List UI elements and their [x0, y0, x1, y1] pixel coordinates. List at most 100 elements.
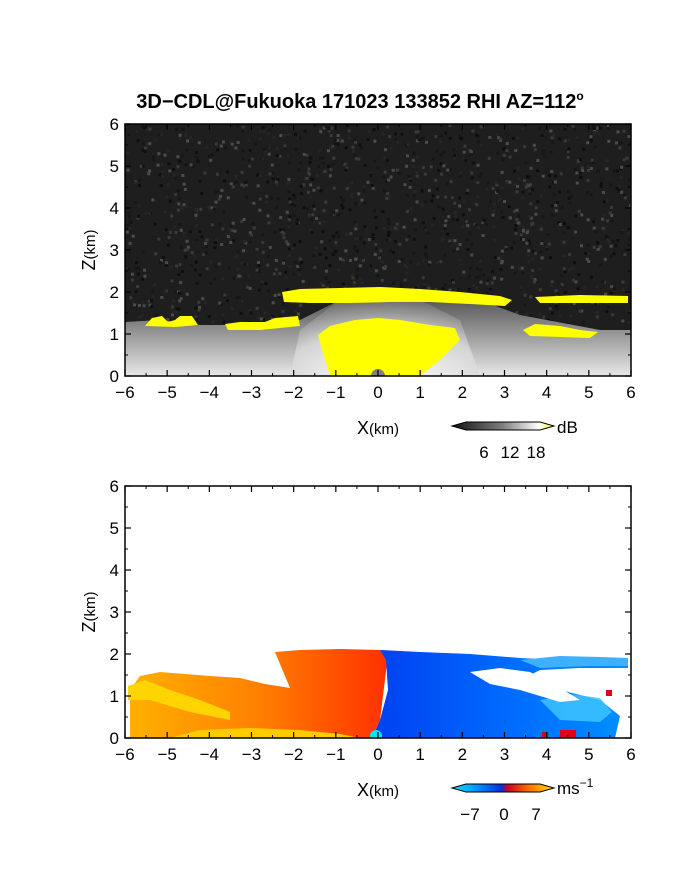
noise-speckle: [411, 286, 415, 290]
noise-speckle: [286, 181, 290, 185]
noise-speckle: [405, 194, 409, 198]
noise-speckle: [621, 280, 625, 284]
noise-speckle: [350, 193, 354, 196]
noise-speckle: [285, 287, 289, 291]
noise-speckle: [495, 132, 499, 136]
noise-speckle: [210, 206, 214, 210]
noise-speckle: [222, 210, 226, 214]
noise-speckle: [520, 196, 524, 200]
noise-speckle: [294, 309, 297, 313]
noise-speckle: [226, 299, 229, 303]
noise-speckle: [167, 162, 171, 166]
noise-speckle: [168, 169, 172, 173]
noise-speckle: [385, 238, 389, 242]
noise-speckle: [243, 240, 247, 244]
noise-speckle: [586, 243, 590, 247]
noise-speckle: [258, 174, 262, 178]
noise-speckle: [273, 230, 277, 234]
noise-speckle: [627, 321, 631, 325]
noise-speckle: [586, 165, 590, 169]
noise-speckle: [309, 228, 313, 232]
noise-speckle: [188, 230, 192, 234]
noise-speckle: [204, 251, 208, 255]
noise-speckle: [501, 216, 505, 219]
noise-speckle: [194, 213, 198, 217]
noise-speckle: [315, 217, 319, 220]
noise-speckle: [134, 181, 138, 185]
noise-speckle: [393, 226, 397, 230]
noise-speckle: [274, 267, 278, 271]
noise-speckle: [424, 228, 428, 232]
noise-speckle: [217, 262, 221, 266]
noise-speckle: [354, 227, 358, 231]
noise-speckle: [595, 285, 598, 289]
noise-speckle: [515, 208, 519, 212]
noise-speckle: [504, 246, 508, 249]
noise-speckle: [604, 235, 608, 239]
noise-speckle: [534, 206, 538, 210]
x-tick-label: 2: [458, 383, 467, 402]
noise-speckle: [239, 311, 243, 315]
noise-speckle: [617, 188, 621, 192]
noise-speckle: [209, 158, 213, 162]
noise-speckle: [491, 213, 495, 217]
noise-speckle: [171, 313, 174, 317]
noise-speckle: [282, 261, 285, 265]
noise-speckle: [137, 214, 140, 218]
noise-speckle: [421, 276, 425, 280]
noise-speckle: [235, 296, 239, 300]
noise-speckle: [397, 171, 401, 175]
noise-speckle: [562, 254, 566, 257]
noise-speckle: [458, 134, 462, 138]
noise-speckle: [323, 170, 327, 173]
noise-speckle: [411, 158, 415, 162]
noise-speckle: [184, 132, 188, 136]
noise-speckle: [244, 263, 247, 267]
noise-speckle: [468, 288, 472, 291]
noise-speckle: [134, 266, 137, 270]
elevated-layer-echo: [282, 287, 512, 306]
noise-speckle: [441, 287, 445, 291]
noise-speckle: [178, 299, 182, 303]
noise-speckle: [453, 153, 456, 157]
noise-speckle: [308, 214, 312, 218]
noise-speckle: [627, 243, 631, 247]
noise-speckle: [290, 202, 294, 206]
noise-speckle: [200, 235, 204, 239]
noise-speckle: [173, 290, 177, 294]
noise-speckle: [598, 126, 602, 130]
noise-speckle: [582, 286, 586, 290]
noise-speckle: [273, 293, 277, 297]
noise-speckle: [382, 175, 386, 179]
elevated-layer-right-echo: [535, 295, 628, 303]
noise-speckle: [546, 318, 550, 322]
noise-speckle: [601, 280, 605, 284]
noise-speckle: [341, 199, 345, 203]
noise-speckle: [577, 209, 581, 213]
noise-speckle: [331, 162, 335, 166]
noise-speckle: [323, 220, 327, 224]
noise-speckle: [223, 293, 227, 297]
noise-speckle: [554, 180, 557, 184]
noise-speckle: [182, 203, 186, 207]
noise-speckle: [528, 175, 532, 179]
noise-speckle: [213, 277, 217, 281]
noise-speckle: [398, 242, 402, 246]
noise-speckle: [459, 171, 463, 175]
noise-speckle: [186, 139, 189, 143]
noise-speckle: [375, 226, 378, 230]
noise-speckle: [272, 136, 276, 139]
noise-speckle: [592, 127, 596, 130]
noise-speckle: [176, 165, 180, 169]
noise-speckle: [248, 309, 252, 313]
noise-speckle: [345, 124, 349, 128]
colorbar-bar: [450, 421, 556, 431]
noise-speckle: [178, 159, 182, 163]
noise-speckle: [163, 153, 167, 157]
noise-speckle: [257, 263, 261, 267]
noise-speckle: [531, 269, 535, 273]
noise-speckle: [562, 240, 566, 244]
noise-speckle: [376, 166, 380, 170]
